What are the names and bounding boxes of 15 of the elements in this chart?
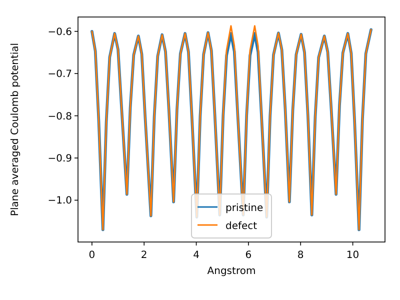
x-tick-label: 6 [245, 250, 252, 261]
x-tick-label: 0 [88, 250, 96, 261]
y-tick-label: −0.6 [48, 26, 72, 38]
y-tick-label: −0.8 [48, 111, 72, 122]
x-tick-label: 2 [140, 250, 148, 261]
y-tick-label: −1.0 [48, 196, 72, 207]
legend-label: defect [226, 221, 258, 232]
y-tick-label: −0.9 [48, 153, 72, 164]
y-axis-title: Plane averaged Coulomb potential [10, 42, 21, 216]
x-axis-title: Angstrom [207, 266, 256, 277]
y-tick-label: −0.7 [48, 69, 72, 80]
x-tick-label: 4 [193, 250, 200, 261]
x-tick-label: 8 [297, 250, 304, 261]
x-tick-label: 10 [346, 250, 360, 261]
legend-label: pristine [226, 203, 264, 214]
